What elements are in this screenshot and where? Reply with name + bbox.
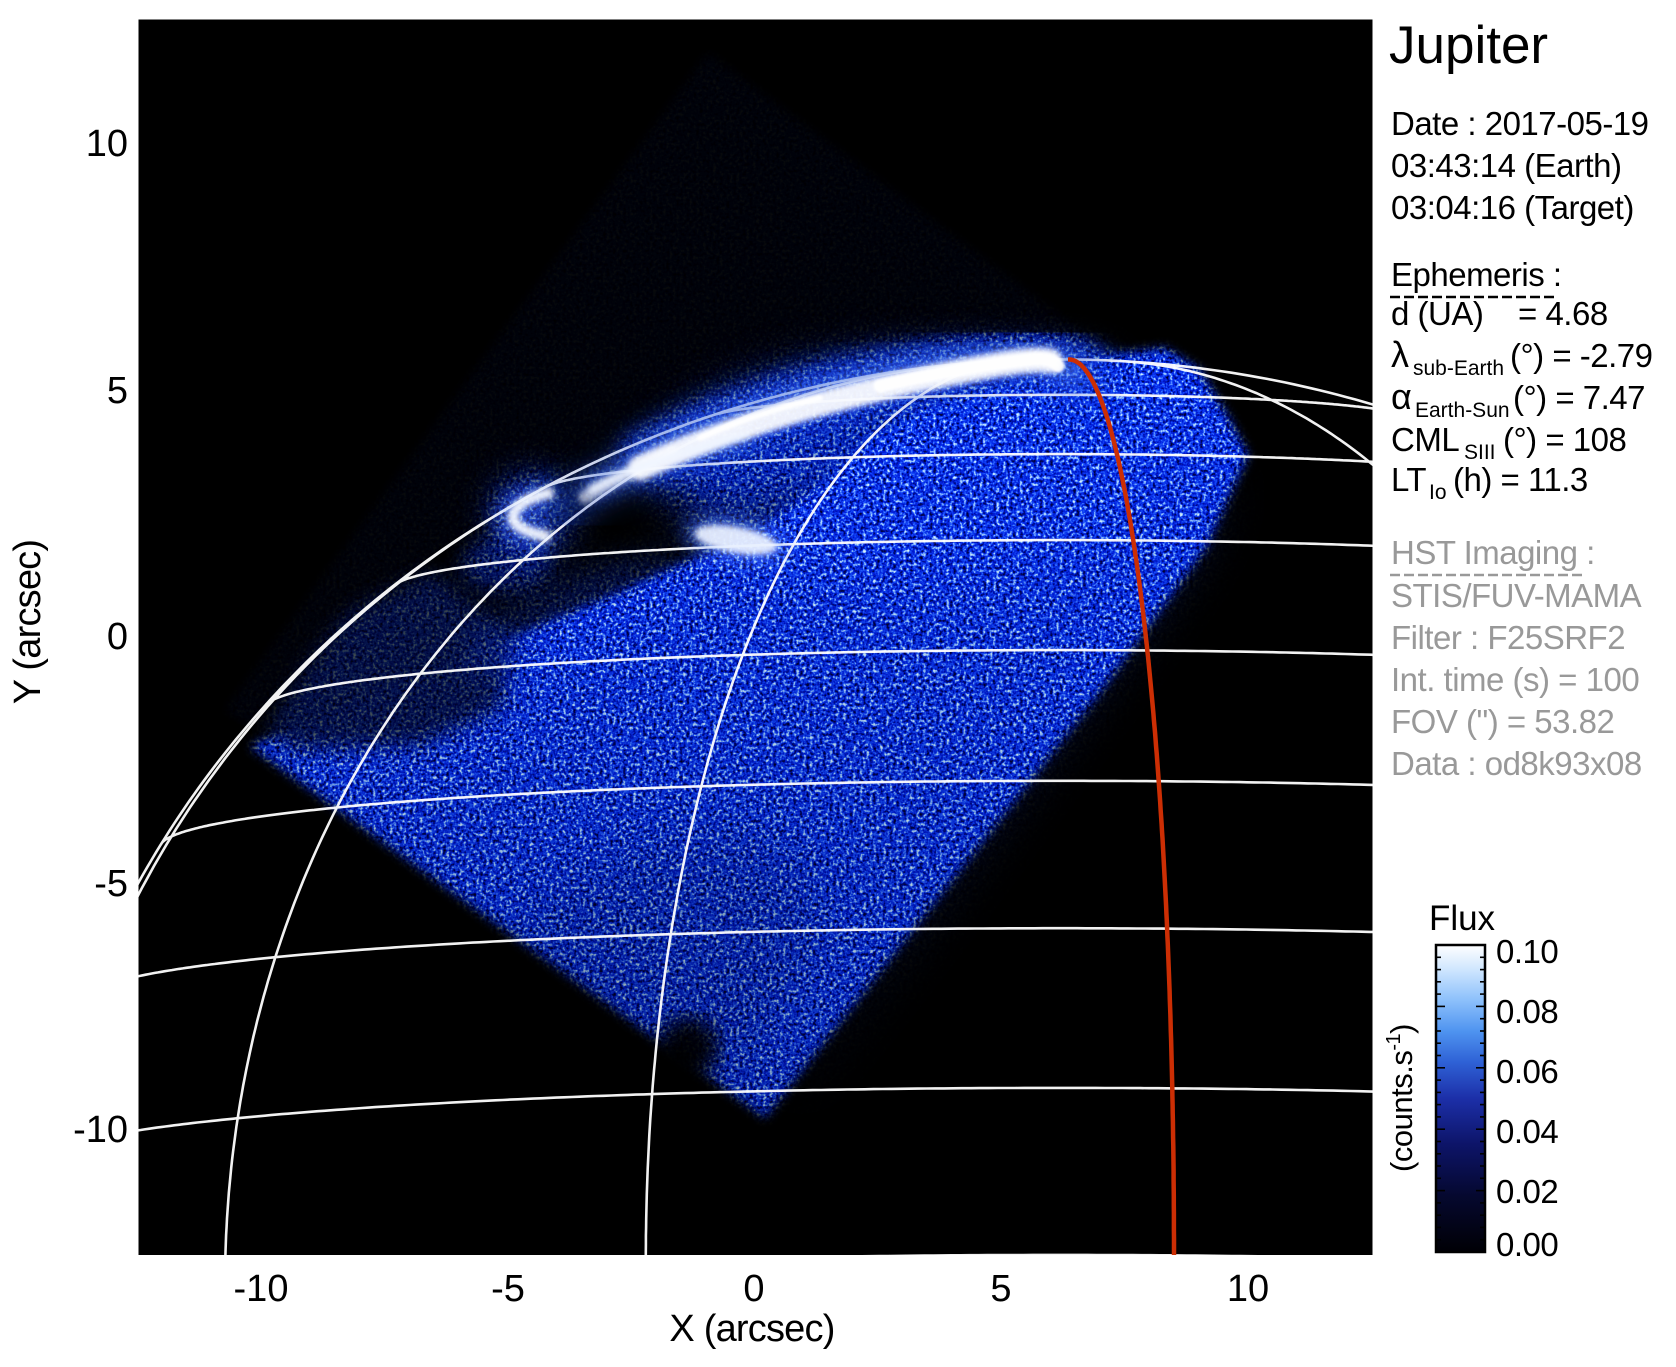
svg-text:d (UA) = 4.68: d (UA) = 4.68 (1391, 295, 1608, 332)
svg-text:0: 0 (107, 616, 128, 658)
svg-text:5: 5 (990, 1268, 1011, 1310)
svg-text:0.06: 0.06 (1496, 1053, 1558, 1090)
svg-text:sub-Earth: sub-Earth (1413, 357, 1504, 380)
svg-text:STIS/FUV-MAMA: STIS/FUV-MAMA (1391, 577, 1642, 614)
svg-text:λ: λ (1391, 334, 1409, 375)
svg-text:Flux: Flux (1429, 899, 1496, 938)
svg-text:10: 10 (1227, 1268, 1269, 1310)
svg-text:Ephemeris :: Ephemeris : (1391, 256, 1562, 293)
svg-text:Io: Io (1429, 481, 1447, 504)
svg-text:Int. time (s) = 100: Int. time (s) = 100 (1391, 661, 1639, 698)
svg-text:0.00: 0.00 (1496, 1226, 1558, 1263)
svg-text:(°) = -2.79: (°) = -2.79 (1510, 337, 1653, 374)
svg-text:0.10: 0.10 (1496, 933, 1558, 970)
svg-text:Date : 2017-05-19: Date : 2017-05-19 (1391, 105, 1649, 142)
svg-text:(°) = 7.47: (°) = 7.47 (1513, 379, 1645, 416)
svg-text:(°) = 108: (°) = 108 (1503, 421, 1626, 458)
svg-text:-5: -5 (491, 1268, 525, 1310)
svg-text:0: 0 (743, 1268, 764, 1310)
svg-text:HST Imaging :: HST Imaging : (1391, 534, 1595, 571)
svg-text:5: 5 (107, 370, 128, 412)
svg-text:Y (arcsec): Y (arcsec) (7, 540, 49, 704)
svg-text:(counts.s-1): (counts.s-1) (1383, 1024, 1419, 1172)
svg-text:Data : od8k93x08: Data : od8k93x08 (1391, 745, 1642, 782)
svg-text:0.04: 0.04 (1496, 1113, 1558, 1150)
svg-text:03:04:16 (Target): 03:04:16 (Target) (1391, 189, 1634, 226)
svg-text:10: 10 (86, 123, 128, 165)
svg-text:X (arcsec): X (arcsec) (669, 1308, 834, 1350)
svg-text:-5: -5 (94, 863, 128, 905)
svg-text:-10: -10 (234, 1268, 289, 1310)
svg-text:0.02: 0.02 (1496, 1173, 1558, 1210)
svg-text:Filter : F25SRF2: Filter : F25SRF2 (1391, 619, 1625, 656)
svg-text:FOV (") = 53.82: FOV (") = 53.82 (1391, 703, 1614, 740)
svg-text:Earth-Sun: Earth-Sun (1415, 399, 1510, 422)
svg-text:α: α (1391, 376, 1412, 417)
svg-text:(h) = 11.3: (h) = 11.3 (1453, 461, 1588, 498)
svg-text:Jupiter: Jupiter (1389, 16, 1548, 75)
svg-text:SIII: SIII (1464, 441, 1496, 464)
svg-text:CML: CML (1391, 421, 1459, 458)
svg-text:LT: LT (1391, 461, 1426, 498)
svg-text:-10: -10 (73, 1109, 128, 1151)
svg-text:03:43:14 (Earth): 03:43:14 (Earth) (1391, 147, 1621, 184)
svg-text:0.08: 0.08 (1496, 993, 1558, 1030)
